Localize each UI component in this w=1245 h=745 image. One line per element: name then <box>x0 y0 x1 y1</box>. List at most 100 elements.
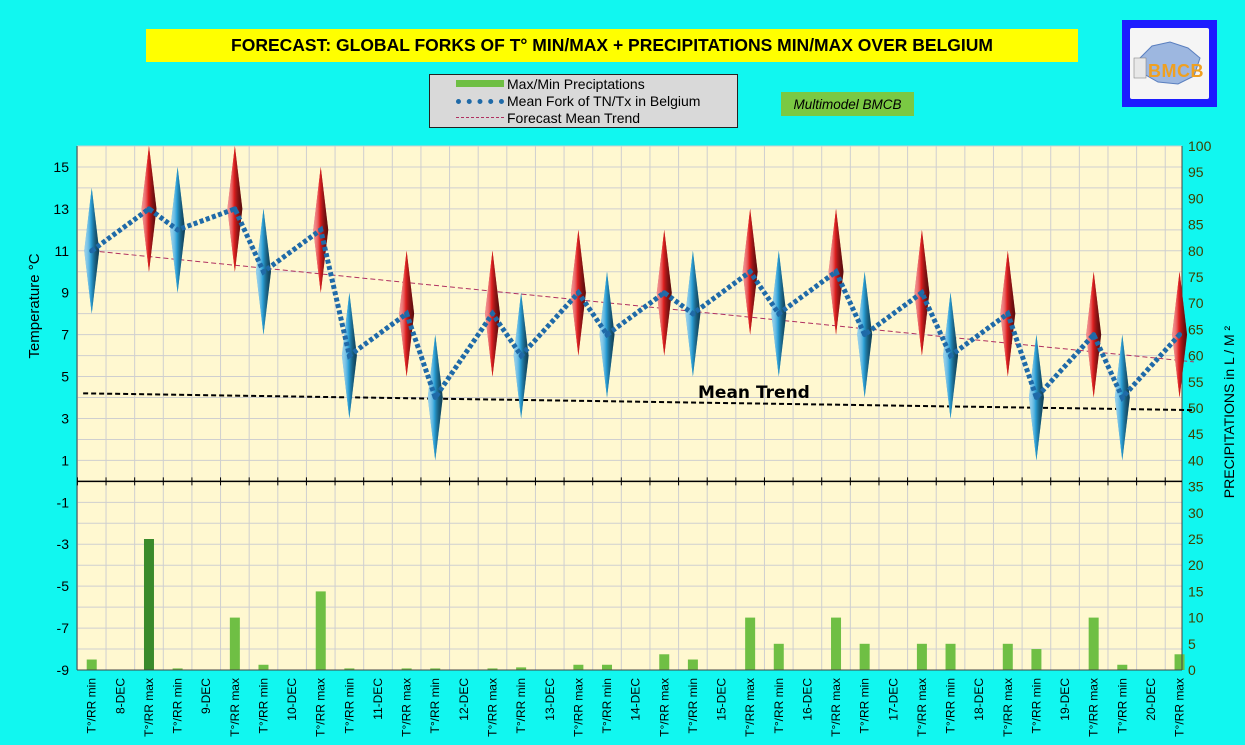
mean-fork-point <box>1177 332 1183 338</box>
x-tick-label: T°/RR max <box>1001 678 1015 737</box>
mean-fork-point <box>919 290 925 296</box>
x-tick-label: 17-DEC <box>886 678 900 721</box>
mean-trend-annotation: Mean Trend <box>698 383 810 403</box>
y2-tick-label: 30 <box>1188 505 1204 521</box>
precip-bar <box>1088 617 1099 670</box>
multimodel-badge: Multimodel BMCB <box>781 92 914 116</box>
y-tick-label: -3 <box>57 536 70 552</box>
y-tick-label: 7 <box>61 327 69 343</box>
precip-bar <box>229 617 240 670</box>
legend-swatch-mean-line <box>456 99 504 104</box>
x-tick-label: T°/RR max <box>228 678 242 737</box>
x-tick-label: 20-DEC <box>1144 678 1158 721</box>
mean-fork-point <box>318 227 324 233</box>
x-tick-label: 10-DEC <box>285 678 299 721</box>
legend-label-precip: Max/Min Preciptations <box>507 75 645 92</box>
y2-tick-label: 55 <box>1188 374 1204 390</box>
y2-tick-label: 5 <box>1188 636 1196 652</box>
precip-bar <box>659 654 670 670</box>
mean-fork-point <box>604 332 610 338</box>
precip-bar <box>831 617 842 670</box>
legend-item-precip: Max/Min Preciptations <box>430 75 737 92</box>
x-tick-label: T°/RR max <box>571 678 585 737</box>
x-tick-label: T°/RR min <box>858 678 872 733</box>
precip-bar <box>86 659 97 670</box>
logo-panel: BMCB <box>1130 28 1209 99</box>
x-tick-label: T°/RR min <box>85 678 99 733</box>
mean-fork-point <box>690 311 696 317</box>
precip-bar <box>573 664 584 670</box>
y2-tick-label: 25 <box>1188 531 1204 547</box>
precip-bar <box>1002 643 1013 670</box>
y2-tick-label: 90 <box>1188 190 1204 206</box>
mean-fork-point <box>747 269 753 275</box>
tick-labels: 15131197531-1-3-5-7-91009590858075706560… <box>53 138 1211 737</box>
y2-tick-label: 10 <box>1188 610 1204 626</box>
y2-tick-label: 80 <box>1188 243 1204 259</box>
x-tick-label: T°/RR max <box>743 678 757 737</box>
grid <box>76 145 1182 671</box>
y-axis-label: Temperature °C <box>26 253 43 358</box>
y-tick-label: -5 <box>57 578 70 594</box>
y2-tick-label: 45 <box>1188 426 1204 442</box>
x-tick-label: 12-DEC <box>457 678 471 721</box>
x-tick-label: 8-DEC <box>113 678 127 714</box>
mean-fork-point <box>346 353 352 359</box>
x-tick-label: T°/RR max <box>486 678 500 737</box>
mean-fork-point <box>518 353 524 359</box>
x-tick-label: T°/RR max <box>829 678 843 737</box>
y-tick-label: -9 <box>57 662 70 678</box>
precip-bar <box>773 643 784 670</box>
y2-tick-label: 65 <box>1188 321 1204 337</box>
y2-tick-label: 60 <box>1188 348 1204 364</box>
precip-bar <box>487 668 498 670</box>
legend-item-mean-fork: Mean Fork of TN/Tx in Belgium <box>430 92 737 109</box>
mean-fork-point <box>661 290 667 296</box>
precip-bar <box>602 664 613 670</box>
x-tick-label: T°/RR max <box>1173 678 1187 737</box>
precip-bar <box>401 668 412 670</box>
x-tick-label: T°/RR min <box>514 678 528 733</box>
x-tick-label: T°/RR max <box>915 678 929 737</box>
y2-tick-label: 100 <box>1188 138 1212 154</box>
mean-fork-point <box>175 227 181 233</box>
precip-bar <box>430 668 441 670</box>
x-tick-label: T°/RR max <box>657 678 671 737</box>
precip-bar <box>687 659 698 670</box>
x-tick-label: 16-DEC <box>800 678 814 721</box>
x-tick-label: T°/RR max <box>1087 678 1101 737</box>
y-tick-label: -7 <box>57 620 70 636</box>
y-tick-label: 13 <box>53 201 69 217</box>
x-tick-label: T°/RR min <box>171 678 185 733</box>
x-tick-label: T°/RR min <box>600 678 614 733</box>
mean-fork-point <box>146 206 152 212</box>
mean-fork-polyline <box>90 205 1182 404</box>
precip-bar <box>916 643 927 670</box>
x-tick-label: 18-DEC <box>972 678 986 721</box>
x-tick-label: T°/RR max <box>142 678 156 737</box>
y2-tick-label: 15 <box>1188 583 1204 599</box>
y-tick-label: 5 <box>61 369 69 385</box>
precip-bar <box>315 591 326 670</box>
precip-bar <box>1031 649 1042 670</box>
y2-tick-label: 0 <box>1188 662 1196 678</box>
mean-fork-line <box>89 205 1183 404</box>
mean-fork-point <box>1005 311 1011 317</box>
mean-fork-point <box>1033 395 1039 401</box>
map-outline-icon <box>1133 41 1201 85</box>
axes <box>76 146 1183 671</box>
y2-tick-label: 35 <box>1188 479 1204 495</box>
precip-bar <box>745 617 756 670</box>
x-tick-label: T°/RR min <box>1029 678 1043 733</box>
mean-fork-point <box>1091 332 1097 338</box>
legend-label-mean-fork: Mean Fork of TN/Tx in Belgium <box>507 92 701 109</box>
mean-fork-point <box>490 311 496 317</box>
precip-bar <box>143 539 154 670</box>
precip-bar <box>344 668 355 670</box>
mean-fork-point <box>833 269 839 275</box>
mean-trend-line <box>83 392 1194 412</box>
x-tick-label: 11-DEC <box>371 678 385 720</box>
fork-diamonds <box>84 146 1188 461</box>
logo-text: BMCB <box>1148 61 1204 81</box>
mean-fork-point <box>948 353 954 359</box>
